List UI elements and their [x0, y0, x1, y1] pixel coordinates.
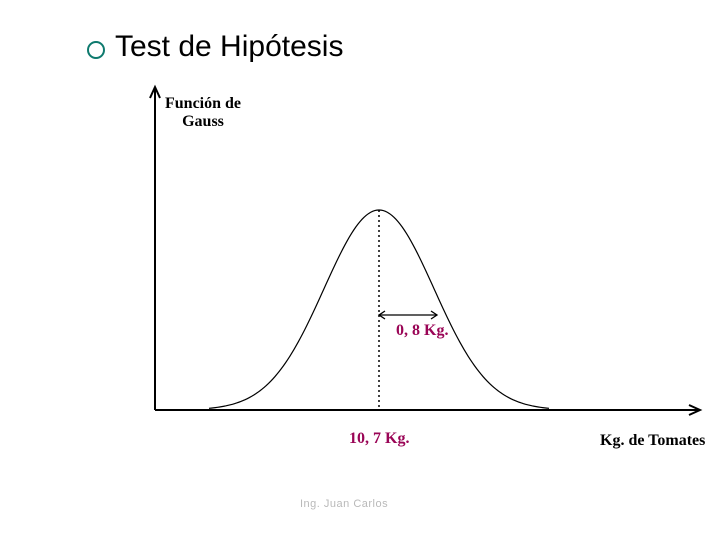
chart-svg — [0, 0, 720, 540]
sigma-label: 0, 8 Kg. — [396, 322, 448, 340]
footer-author: Ing. Juan Carlos — [300, 498, 388, 510]
slide-root: Test de Hipótesis Función de Gauss 0, 8 … — [0, 0, 720, 540]
x-axis-label: Kg. de Tomates — [600, 432, 705, 450]
mean-label: 10, 7 Kg. — [349, 430, 409, 448]
